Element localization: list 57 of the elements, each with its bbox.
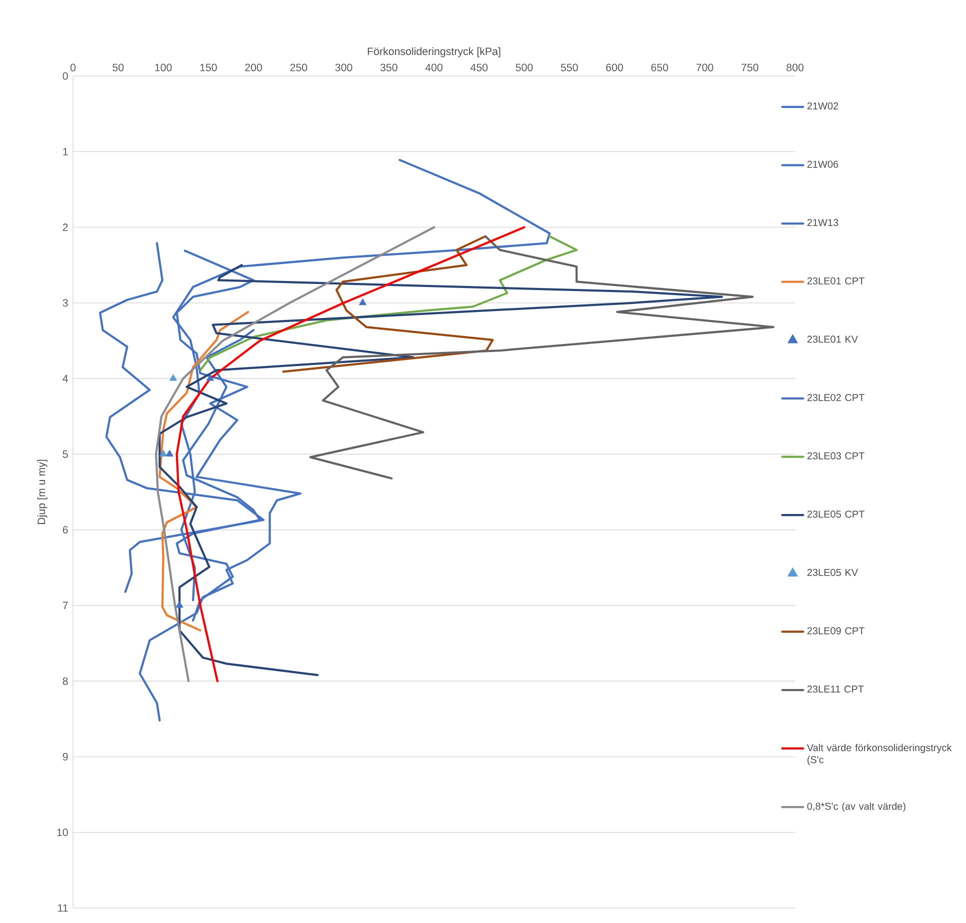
legend-label: 23LE03 CPT: [807, 452, 864, 460]
x-tick-label: 150: [200, 64, 217, 72]
legend-label: 23LE01 CPT: [807, 277, 864, 284]
x-tick-label: 600: [606, 64, 623, 72]
x-tick-label: 0: [70, 64, 76, 72]
point: [176, 601, 184, 608]
line-series: [199, 235, 578, 372]
y-tick-label: 10: [57, 828, 68, 836]
y-tick-label: 0: [62, 72, 68, 80]
legend-label: 23LE05 CPT: [807, 510, 864, 518]
x-tick-label: 400: [425, 64, 442, 72]
y-tick-label: 7: [62, 602, 68, 610]
x-tick-label: 300: [335, 64, 352, 72]
point: [160, 450, 167, 456]
line-series: [154, 226, 436, 682]
point: [169, 374, 177, 381]
y-tick-label: 6: [62, 526, 68, 534]
x-tick-label: 200: [245, 64, 262, 72]
y-tick-label: 4: [62, 374, 68, 382]
legend-label: Valt värde förkonsolideringstryck (S'c: [806, 744, 952, 766]
point: [166, 450, 174, 456]
x-tick-label: 250: [290, 64, 308, 72]
y-tick-label: 3: [62, 299, 68, 307]
x-tick-label: 650: [651, 64, 668, 72]
x-tick-label: 50: [112, 64, 124, 72]
x-tick-label: 550: [560, 64, 578, 72]
legend-label: 23LE01 KV: [807, 336, 858, 343]
point: [358, 298, 366, 306]
y-tick-label: 11: [58, 904, 68, 912]
x-tick-label: 450: [470, 64, 488, 72]
y-tick-label: 9: [62, 752, 68, 760]
point: [206, 374, 214, 381]
y-tick-label: 1: [63, 148, 68, 156]
legend-label: 23LE05 KV: [807, 568, 858, 576]
y-tick-label: 5: [62, 450, 68, 458]
legend-label: 23LE02 CPT: [807, 394, 864, 402]
legend-label: 21W13: [807, 219, 838, 226]
legend-label: 23LE11 CPT: [807, 686, 864, 693]
line-series: [158, 264, 723, 676]
x-axis-title: Förkonsolideringstryck [kPa]: [368, 47, 500, 58]
legend-label: 23LE09 CPT: [807, 627, 864, 634]
legend-label: 0,8*S'c (av valt värde): [807, 802, 906, 812]
x-tick-label: 800: [786, 64, 804, 72]
y-tick-label: 8: [62, 677, 68, 685]
line-series: [282, 235, 494, 373]
line-series: [176, 226, 526, 682]
x-tick-label: 350: [380, 64, 398, 72]
y-tick-label: 2: [62, 224, 68, 231]
x-tick-label: 750: [742, 64, 758, 72]
line-series: [309, 235, 774, 480]
line-series: [158, 310, 250, 632]
legend-label: 21W06: [807, 160, 838, 168]
legend-label: 21W02: [807, 102, 838, 110]
x-tick-label: 700: [696, 64, 714, 72]
x-tick-label: 100: [155, 64, 172, 72]
x-tick-label: 500: [516, 64, 533, 72]
y-axis-title: Djup [m u my]: [37, 460, 48, 524]
